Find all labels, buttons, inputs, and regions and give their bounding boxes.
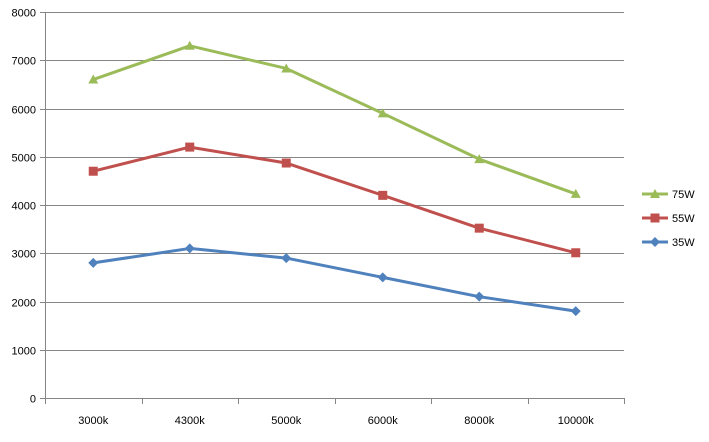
x-tick-label: 3000k xyxy=(78,415,108,427)
y-tick-label: 4000 xyxy=(12,201,36,213)
data-point-diamond xyxy=(570,306,581,317)
x-tick-label: 6000k xyxy=(368,415,398,427)
x-tick-label: 5000k xyxy=(271,415,301,427)
data-point-triangle xyxy=(184,40,195,50)
data-point-triangle xyxy=(88,74,99,84)
y-tick-labels: 0 1000 2000 3000 4000 5000 6000 7000 8000 xyxy=(12,8,36,406)
data-point-triangle xyxy=(570,188,581,198)
data-point-square xyxy=(571,248,581,258)
y-tick-label: 7000 xyxy=(12,56,36,68)
data-point-diamond xyxy=(650,237,660,247)
data-point-square xyxy=(378,190,388,200)
data-point-square xyxy=(281,158,291,168)
data-point-diamond xyxy=(281,253,292,264)
y-tick-label: 8000 xyxy=(12,8,36,20)
legend-item-55W: 55W xyxy=(642,213,695,225)
x-tick-label: 8000k xyxy=(464,415,494,427)
legend-label: 55W xyxy=(672,213,695,225)
y-tick-label: 6000 xyxy=(12,105,36,117)
series-line xyxy=(92,44,577,196)
data-point-square xyxy=(650,213,660,223)
legend-item-35W: 35W xyxy=(642,237,695,249)
data-point-square xyxy=(185,142,195,152)
axes xyxy=(40,12,625,404)
series-lines xyxy=(88,40,581,317)
data-point-diamond xyxy=(474,291,485,302)
data-point-square xyxy=(474,223,484,233)
data-point-diamond xyxy=(88,257,99,268)
data-point-square xyxy=(88,166,98,176)
series-line xyxy=(93,246,576,313)
x-tick-labels: 3000k 4300k 5000k 6000k 8000k 10000k xyxy=(78,415,594,427)
data-point-diamond xyxy=(184,243,195,254)
y-tick-label: 5000 xyxy=(12,153,36,165)
x-tick-label: 4300k xyxy=(175,415,205,427)
legend-label: 75W xyxy=(672,189,695,201)
y-tick-label: 1000 xyxy=(12,346,36,358)
series-line xyxy=(92,145,577,255)
series-55W xyxy=(88,142,581,258)
x-tick-label: 10000k xyxy=(558,415,595,427)
y-tick-label: 0 xyxy=(30,394,36,406)
data-point-triangle xyxy=(281,63,292,73)
gridlines xyxy=(45,12,624,351)
series-75W xyxy=(88,40,581,198)
legend: 75W 55W 35W xyxy=(642,189,695,249)
y-tick-label: 2000 xyxy=(12,298,36,310)
data-point-triangle xyxy=(377,108,388,118)
legend-item-75W: 75W xyxy=(642,189,695,201)
data-point-triangle xyxy=(650,189,660,198)
data-point-triangle xyxy=(474,154,485,164)
legend-label: 35W xyxy=(672,237,695,249)
y-tick-label: 3000 xyxy=(12,249,36,261)
series-35W xyxy=(88,243,581,317)
data-point-diamond xyxy=(377,272,388,283)
